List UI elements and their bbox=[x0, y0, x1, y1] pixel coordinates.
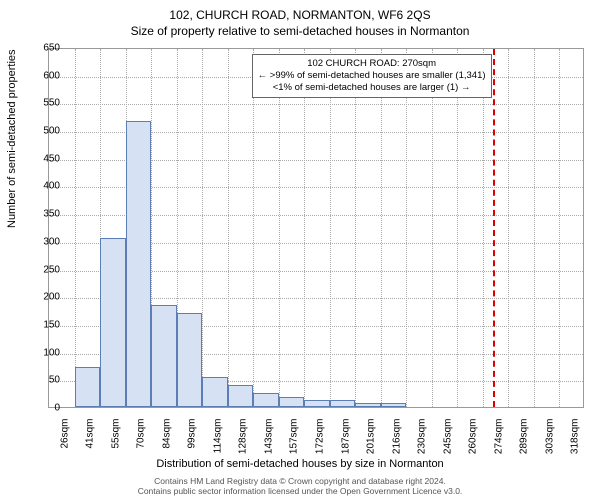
histogram-bar bbox=[126, 121, 152, 407]
plot-area bbox=[48, 48, 584, 408]
annotation-line-1: 102 CHURCH ROAD: 270sqm bbox=[258, 58, 486, 70]
xtick-label: 172sqm bbox=[315, 419, 326, 469]
page-title: 102, CHURCH ROAD, NORMANTON, WF6 2QS bbox=[0, 0, 600, 22]
histogram-bar bbox=[279, 397, 305, 407]
gridline-h bbox=[49, 104, 583, 105]
xtick-label: 245sqm bbox=[442, 419, 453, 469]
histogram-bar bbox=[381, 403, 407, 407]
histogram-bar bbox=[75, 367, 101, 407]
ytick-label: 200 bbox=[20, 292, 60, 303]
annotation-box: 102 CHURCH ROAD: 270sqm ← >99% of semi-d… bbox=[252, 54, 492, 98]
xtick-label: 84sqm bbox=[161, 419, 172, 469]
ytick-label: 100 bbox=[20, 347, 60, 358]
histogram-bar bbox=[202, 377, 228, 407]
annotation-line-2: ← >99% of semi-detached houses are small… bbox=[258, 70, 486, 82]
ytick-label: 550 bbox=[20, 98, 60, 109]
xtick-label: 274sqm bbox=[493, 419, 504, 469]
y-axis-label: Number of semi-detached properties bbox=[6, 49, 18, 228]
gridline-v bbox=[406, 49, 407, 407]
histogram-bar bbox=[253, 393, 279, 407]
annotation-line-3: <1% of semi-detached houses are larger (… bbox=[258, 82, 486, 94]
ytick-label: 250 bbox=[20, 264, 60, 275]
chart-area: 102 CHURCH ROAD: 270sqm ← >99% of semi-d… bbox=[48, 48, 584, 408]
xtick-label: 99sqm bbox=[187, 419, 198, 469]
gridline-v bbox=[75, 49, 76, 407]
gridline-v bbox=[228, 49, 229, 407]
attribution: Contains HM Land Registry data © Crown c… bbox=[0, 476, 600, 496]
attribution-line-2: Contains public sector information licen… bbox=[0, 486, 600, 496]
gridline-v bbox=[381, 49, 382, 407]
ytick-label: 0 bbox=[20, 403, 60, 414]
histogram-bar bbox=[151, 305, 177, 407]
gridline-v bbox=[457, 49, 458, 407]
gridline-v bbox=[508, 49, 509, 407]
page-subtitle: Size of property relative to semi-detach… bbox=[0, 22, 600, 38]
gridline-v bbox=[253, 49, 254, 407]
xtick-label: 230sqm bbox=[417, 419, 428, 469]
marker-line bbox=[493, 49, 495, 407]
xtick-label: 128sqm bbox=[238, 419, 249, 469]
ytick-label: 50 bbox=[20, 375, 60, 386]
xtick-label: 216sqm bbox=[391, 419, 402, 469]
xtick-label: 303sqm bbox=[544, 419, 555, 469]
xtick-label: 318sqm bbox=[570, 419, 581, 469]
xtick-label: 26sqm bbox=[59, 419, 70, 469]
ytick-label: 150 bbox=[20, 319, 60, 330]
ytick-label: 400 bbox=[20, 181, 60, 192]
xtick-label: 55sqm bbox=[110, 419, 121, 469]
gridline-v bbox=[202, 49, 203, 407]
ytick-label: 300 bbox=[20, 236, 60, 247]
xtick-label: 187sqm bbox=[340, 419, 351, 469]
xtick-label: 201sqm bbox=[366, 419, 377, 469]
histogram-bar bbox=[304, 400, 330, 407]
attribution-line-1: Contains HM Land Registry data © Crown c… bbox=[0, 476, 600, 486]
xtick-label: 114sqm bbox=[212, 419, 223, 469]
ytick-label: 500 bbox=[20, 126, 60, 137]
xtick-label: 157sqm bbox=[289, 419, 300, 469]
gridline-v bbox=[279, 49, 280, 407]
xtick-label: 70sqm bbox=[136, 419, 147, 469]
histogram-bar bbox=[330, 400, 356, 407]
gridline-v bbox=[483, 49, 484, 407]
gridline-v bbox=[432, 49, 433, 407]
gridline-v bbox=[304, 49, 305, 407]
gridline-v bbox=[534, 49, 535, 407]
xtick-label: 41sqm bbox=[85, 419, 96, 469]
gridline-v bbox=[355, 49, 356, 407]
histogram-bar bbox=[177, 313, 203, 407]
xtick-label: 260sqm bbox=[468, 419, 479, 469]
ytick-label: 450 bbox=[20, 153, 60, 164]
xtick-label: 143sqm bbox=[263, 419, 274, 469]
ytick-label: 650 bbox=[20, 43, 60, 54]
histogram-bar bbox=[100, 238, 126, 407]
xtick-label: 289sqm bbox=[519, 419, 530, 469]
histogram-bar bbox=[228, 385, 254, 407]
ytick-label: 600 bbox=[20, 70, 60, 81]
histogram-bar bbox=[355, 403, 381, 407]
gridline-v bbox=[330, 49, 331, 407]
ytick-label: 350 bbox=[20, 209, 60, 220]
gridline-v bbox=[559, 49, 560, 407]
